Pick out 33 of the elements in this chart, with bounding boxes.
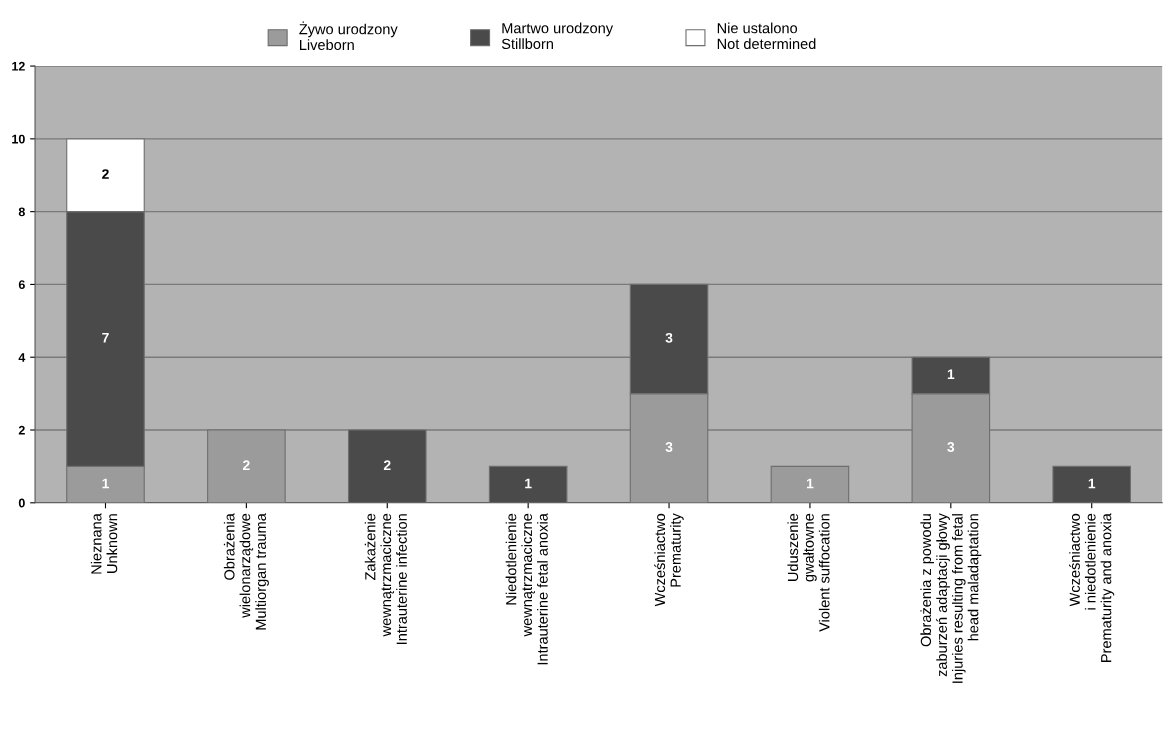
data-label: 7 (102, 333, 109, 343)
y-tick-label: 12 (12, 61, 25, 71)
x-tick-label: Obrażenia wielonarządowe Multiorgan trauma (223, 513, 269, 630)
y-tick-label: 4 (18, 353, 26, 362)
data-label: 1 (947, 369, 955, 379)
data-label: 3 (665, 442, 673, 452)
x-tick-label: Wcześniactwo Prematurity (654, 513, 684, 607)
data-label: 2 (383, 460, 391, 470)
data-label: 1 (525, 478, 532, 489)
data-label: 1 (102, 478, 109, 489)
data-label: 1 (806, 478, 814, 489)
x-tick-label: Wcześniactwo i niedotlenienie Prematurity and anoxia (1069, 513, 1115, 662)
bar (1052, 465, 1132, 503)
data-label: 3 (665, 332, 673, 343)
data-label: 1 (1088, 478, 1096, 489)
x-tick-label: Zakażenie wewnątrzmaciczne Intrauterine infection (364, 513, 407, 644)
y-tick-label: 6 (18, 280, 25, 290)
bar (770, 465, 850, 503)
data-label: 2 (242, 460, 250, 470)
x-tick-label: Obrażenia z powodu zaburzeń adaptacji głowy Injuries resulting from fetal head maladaptation (920, 513, 982, 683)
x-tick-label: Nieznana Unknown (90, 513, 118, 574)
y-tick-label: 0 (18, 498, 25, 508)
x-tick-label: Niedotlenienie wewnątrzmaciczne Intrauterine fetal anoxia (505, 513, 548, 665)
legend-label: Nie ustalono Not determined (717, 22, 816, 50)
legend-label: Żywo urodzony Liveborn (299, 21, 398, 51)
data-label: 2 (102, 169, 109, 179)
y-tick-label: 2 (18, 425, 25, 435)
legend-label: Martwo urodzony Stillborn (501, 22, 614, 50)
y-tick-label: 10 (12, 134, 25, 144)
bar (488, 465, 568, 503)
y-tick-label: 8 (18, 207, 25, 217)
data-label: 3 (947, 442, 955, 452)
x-tick-label: Uduszenie gwałtowne Violent suffocation (787, 513, 830, 632)
